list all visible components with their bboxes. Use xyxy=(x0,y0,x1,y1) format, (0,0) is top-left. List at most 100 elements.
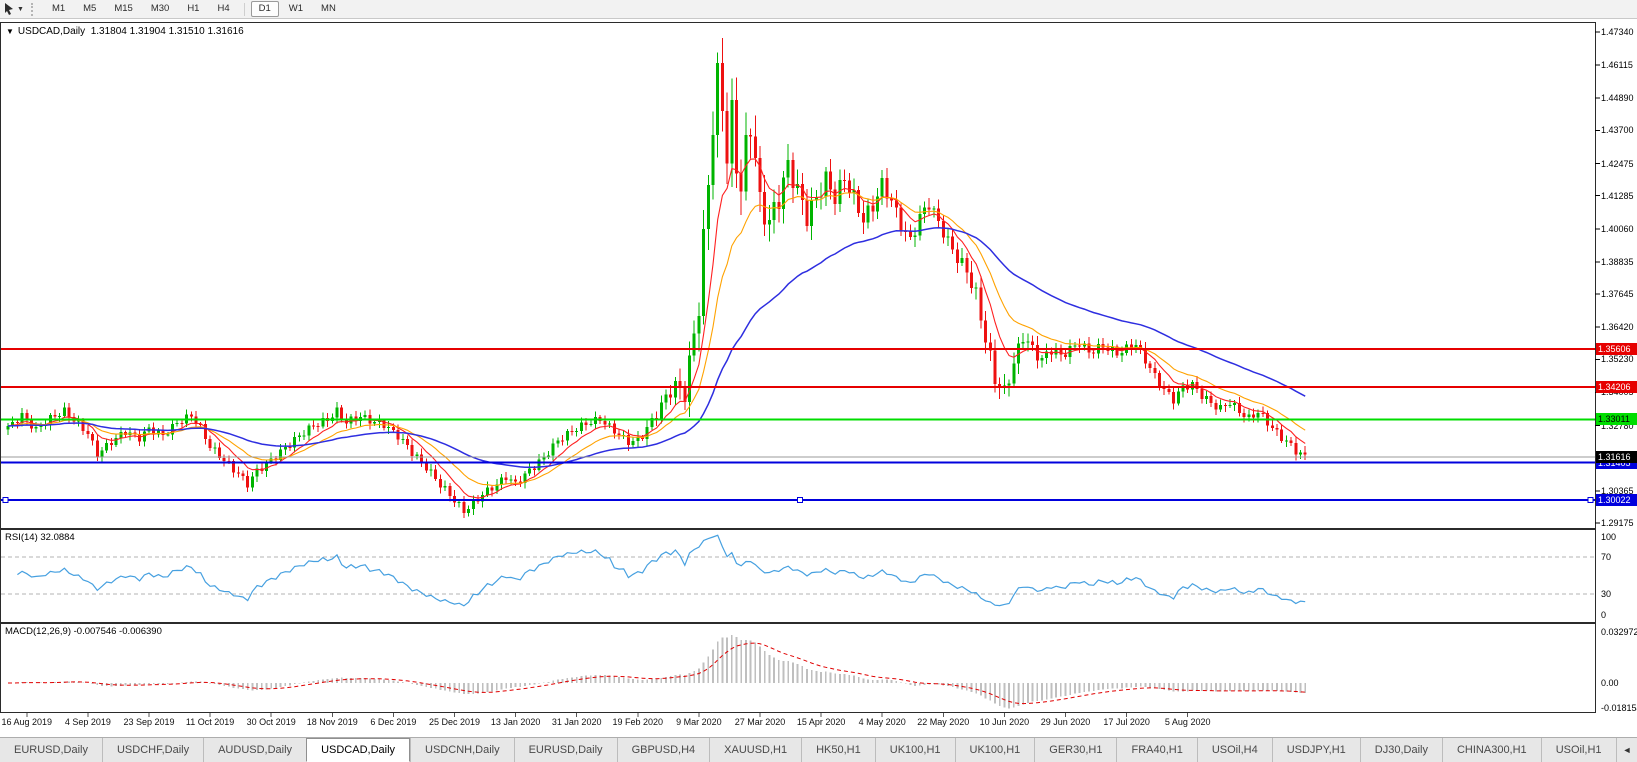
tab-item-15[interactable]: DJ30,Daily xyxy=(1359,738,1442,762)
main-chart-panel[interactable] xyxy=(0,22,1596,529)
chart-canvas[interactable] xyxy=(0,0,1637,737)
tab-item-9[interactable]: UK100,H1 xyxy=(874,738,955,762)
candle-down xyxy=(203,424,207,440)
tab-item-12[interactable]: FRA40,H1 xyxy=(1116,738,1196,762)
candle-down xyxy=(1237,402,1241,414)
timeframe-button-w1[interactable]: W1 xyxy=(288,3,304,14)
candle-down xyxy=(965,257,969,273)
level-price-label[interactable]: 1.33011 xyxy=(1596,413,1637,426)
candle-up xyxy=(429,469,433,471)
candle-down xyxy=(1261,412,1265,414)
date-label: 16 Aug 2019 xyxy=(1,717,53,727)
tab-item-17[interactable]: USOil,H1 xyxy=(1540,738,1616,762)
timeframe-button-d1[interactable]: D1 xyxy=(250,1,279,17)
candle-up xyxy=(1021,341,1025,344)
tab-item-13[interactable]: USOil,H4 xyxy=(1196,738,1272,762)
tab-item-16[interactable]: CHINA300,H1 xyxy=(1441,738,1541,762)
candle-up xyxy=(659,402,663,419)
candle-down xyxy=(857,190,861,213)
level-line-handle[interactable] xyxy=(797,497,803,504)
candle-down xyxy=(152,427,156,435)
candle-down xyxy=(1172,391,1176,404)
timeframe-button-m1[interactable]: M1 xyxy=(51,3,66,14)
candle-down xyxy=(805,200,809,227)
candle-up xyxy=(1073,345,1077,347)
candle-up xyxy=(500,477,503,485)
timeframe-button-h1[interactable]: H1 xyxy=(187,3,200,14)
tab-item-4[interactable]: USDCNH,Daily xyxy=(410,738,514,762)
candle-down xyxy=(189,414,193,417)
level-price-label[interactable]: 1.30022 xyxy=(1596,494,1637,507)
candle-up xyxy=(255,468,259,477)
candle-down xyxy=(438,478,442,488)
candle-down xyxy=(340,407,344,420)
tab-item-6[interactable]: GBPUSD,H4 xyxy=(616,738,710,762)
candle-up xyxy=(542,456,546,460)
candle-up xyxy=(34,426,38,429)
rsi-panel[interactable] xyxy=(0,529,1596,623)
tab-item-10[interactable]: UK100,H1 xyxy=(954,738,1035,762)
candle-down xyxy=(246,475,250,488)
candle-down xyxy=(227,460,231,462)
candle-down xyxy=(1115,346,1119,356)
candle-down xyxy=(612,423,616,434)
candle-up xyxy=(913,235,917,238)
candle-down xyxy=(410,445,414,456)
candle-down xyxy=(763,192,767,225)
candle-down xyxy=(843,180,847,182)
tab-item-14[interactable]: USDJPY,H1 xyxy=(1271,738,1360,762)
tab-item-2[interactable]: AUDUSD,Daily xyxy=(203,738,306,762)
candle-up xyxy=(166,434,170,436)
macd-panel[interactable] xyxy=(0,623,1596,713)
tab-item-7[interactable]: XAUUSD,H1 xyxy=(709,738,801,762)
tab-item-3[interactable]: USDCAD,Daily xyxy=(306,738,411,762)
candle-up xyxy=(960,257,964,263)
candle-up xyxy=(335,407,339,418)
candle-up xyxy=(556,440,560,444)
price-tick-label: 1.36420 xyxy=(1601,322,1634,333)
candle-up xyxy=(1082,343,1086,347)
candle-down xyxy=(232,461,236,473)
candle-down xyxy=(1242,413,1246,417)
candle-up xyxy=(664,394,668,403)
candle-up xyxy=(401,439,405,441)
candle-down xyxy=(53,414,57,417)
tab-item-0[interactable]: EURUSD,Daily xyxy=(14,744,88,756)
candle-up xyxy=(105,442,109,451)
candle-up xyxy=(810,200,814,227)
timeframe-button-m5[interactable]: M5 xyxy=(83,3,97,14)
moving-average-mid xyxy=(7,192,1306,486)
timeframe-button-h4[interactable]: H4 xyxy=(217,3,230,14)
tab-item-1[interactable]: USDCHF,Daily xyxy=(101,738,203,762)
level-line-handle[interactable] xyxy=(1587,497,1594,504)
tab-item-8[interactable]: HK50,H1 xyxy=(801,738,875,762)
level-price-label[interactable]: 1.34206 xyxy=(1596,381,1637,393)
level-price-label[interactable]: 1.35606 xyxy=(1596,343,1637,356)
timeframe-button-mn[interactable]: MN xyxy=(321,3,336,14)
candle-down xyxy=(720,62,724,112)
cursor-tool-button[interactable]: ▼ xyxy=(0,0,27,18)
candle-down xyxy=(1252,414,1255,418)
timeframe-button-m30[interactable]: M30 xyxy=(150,3,170,14)
tab-item-11[interactable]: GER30,H1 xyxy=(1034,738,1116,762)
candle-up xyxy=(1134,344,1138,350)
candle-down xyxy=(1035,344,1039,361)
candle-down xyxy=(894,200,898,208)
candle-down xyxy=(490,487,494,491)
candle-down xyxy=(937,208,941,221)
tab-item-5[interactable]: EURUSD,Daily xyxy=(513,738,617,762)
price-tick-label: 1.46115 xyxy=(1601,60,1633,71)
timeframe-button-m15[interactable]: M15 xyxy=(114,3,133,14)
candle-down xyxy=(1303,452,1307,455)
rsi-line xyxy=(17,534,1306,607)
candle-up xyxy=(377,420,381,422)
candle-down xyxy=(1158,373,1161,387)
candle-down xyxy=(758,158,762,193)
candle-up xyxy=(852,190,856,193)
toolbar-drag-handle[interactable] xyxy=(30,2,37,16)
tab-scroll-left[interactable]: ◄ xyxy=(1622,745,1632,755)
candle-down xyxy=(908,231,912,238)
level-line-handle[interactable] xyxy=(2,497,9,504)
chart-ohlc-values: 1.31804 1.31904 1.31510 1.31616 xyxy=(90,26,244,37)
collapse-triangle-icon[interactable]: ▼ xyxy=(6,27,14,36)
